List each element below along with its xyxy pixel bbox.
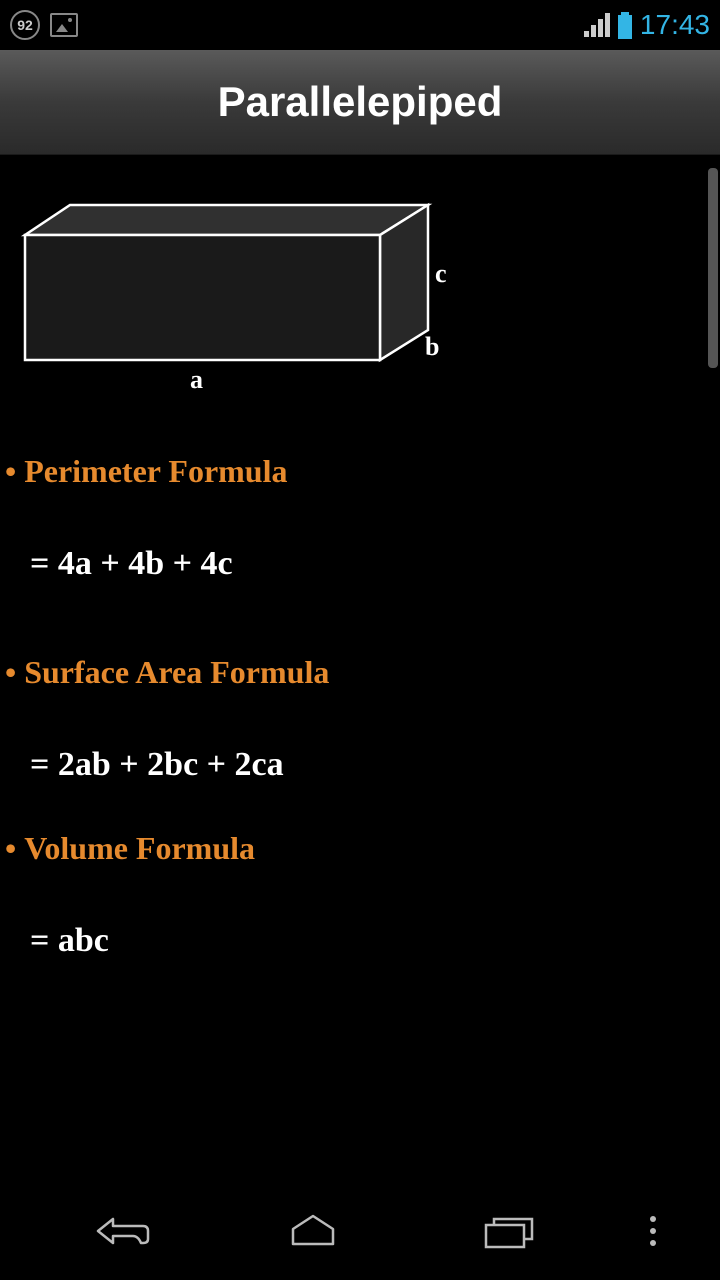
navigation-bar — [0, 1182, 720, 1280]
formula-section-surface-area: •Surface Area Formula = 2ab + 2bc + 2ca — [0, 646, 720, 822]
formula-body: = abc — [0, 867, 720, 1015]
status-right: 17:43 — [584, 9, 710, 41]
battery-icon — [618, 15, 632, 39]
badge-text: 92 — [17, 17, 33, 33]
heading-text: Perimeter Formula — [24, 453, 287, 489]
formula-body: = 2ab + 2bc + 2ca — [0, 691, 720, 814]
bullet-icon: • — [5, 453, 16, 489]
label-c: c — [435, 259, 447, 288]
formula-heading: •Perimeter Formula — [0, 453, 720, 490]
formula-heading: •Volume Formula — [0, 830, 720, 867]
heading-text: Surface Area Formula — [24, 654, 329, 690]
bullet-icon: • — [5, 654, 16, 690]
heading-text: Volume Formula — [24, 830, 255, 866]
front-face — [25, 235, 380, 360]
menu-button[interactable] — [633, 1201, 673, 1261]
clock: 17:43 — [640, 9, 710, 41]
picture-icon — [50, 13, 78, 37]
recent-button[interactable] — [438, 1201, 578, 1261]
scrollbar[interactable] — [708, 168, 718, 368]
top-face — [25, 205, 428, 235]
parallelepiped-diagram: a b c — [10, 200, 450, 410]
label-b: b — [425, 332, 439, 361]
formula-heading: •Surface Area Formula — [0, 654, 720, 691]
home-button[interactable] — [243, 1201, 383, 1261]
signal-icon — [584, 13, 610, 37]
status-bar: 92 17:43 — [0, 0, 720, 50]
label-a: a — [190, 365, 203, 394]
page-title: Parallelepiped — [218, 78, 503, 126]
notification-badge: 92 — [10, 10, 40, 40]
title-bar: Parallelepiped — [0, 50, 720, 155]
home-icon — [283, 1211, 343, 1251]
formula-section-perimeter: •Perimeter Formula = 4a + 4b + 4c — [0, 445, 720, 646]
diagram-container: a b c — [0, 175, 720, 445]
menu-icon — [643, 1211, 663, 1251]
bullet-icon: • — [5, 830, 16, 866]
content-area: a b c •Perimeter Formula = 4a + 4b + 4c … — [0, 155, 720, 1023]
recent-icon — [478, 1211, 538, 1251]
back-icon — [83, 1211, 153, 1251]
formula-section-volume: •Volume Formula = abc — [0, 822, 720, 1023]
back-button[interactable] — [48, 1201, 188, 1261]
status-left: 92 — [10, 10, 78, 40]
formula-body: = 4a + 4b + 4c — [0, 490, 720, 638]
